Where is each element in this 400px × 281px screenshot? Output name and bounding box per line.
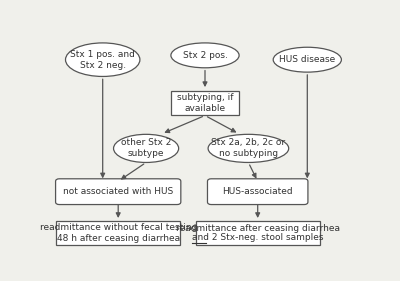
Ellipse shape [171, 43, 239, 68]
Ellipse shape [114, 134, 179, 162]
Text: Stx 1 pos. and
Stx 2 neg.: Stx 1 pos. and Stx 2 neg. [70, 50, 135, 70]
Ellipse shape [66, 43, 140, 76]
Text: readmittance after ceasing diarrhea: readmittance after ceasing diarrhea [176, 224, 340, 233]
Ellipse shape [273, 47, 342, 72]
Text: subtyping, if
available: subtyping, if available [177, 93, 233, 113]
FancyBboxPatch shape [196, 221, 320, 245]
FancyBboxPatch shape [171, 90, 239, 115]
FancyBboxPatch shape [56, 221, 180, 245]
Text: other Stx 2
subtype: other Stx 2 subtype [121, 138, 171, 158]
Text: readmittance without fecal testing
48 h after ceasing diarrhea: readmittance without fecal testing 48 h … [40, 223, 197, 243]
Text: not associated with HUS: not associated with HUS [63, 187, 173, 196]
Text: Stx 2 pos.: Stx 2 pos. [182, 51, 228, 60]
Text: Stx 2a, 2b, 2c or
no subtyping: Stx 2a, 2b, 2c or no subtyping [211, 138, 286, 158]
Ellipse shape [208, 134, 289, 162]
FancyBboxPatch shape [208, 179, 308, 205]
Text: HUS-associated: HUS-associated [222, 187, 293, 196]
Text: HUS disease: HUS disease [279, 55, 336, 64]
Text: and 2 Stx-neg. stool samples: and 2 Stx-neg. stool samples [192, 233, 324, 242]
FancyBboxPatch shape [56, 179, 181, 205]
